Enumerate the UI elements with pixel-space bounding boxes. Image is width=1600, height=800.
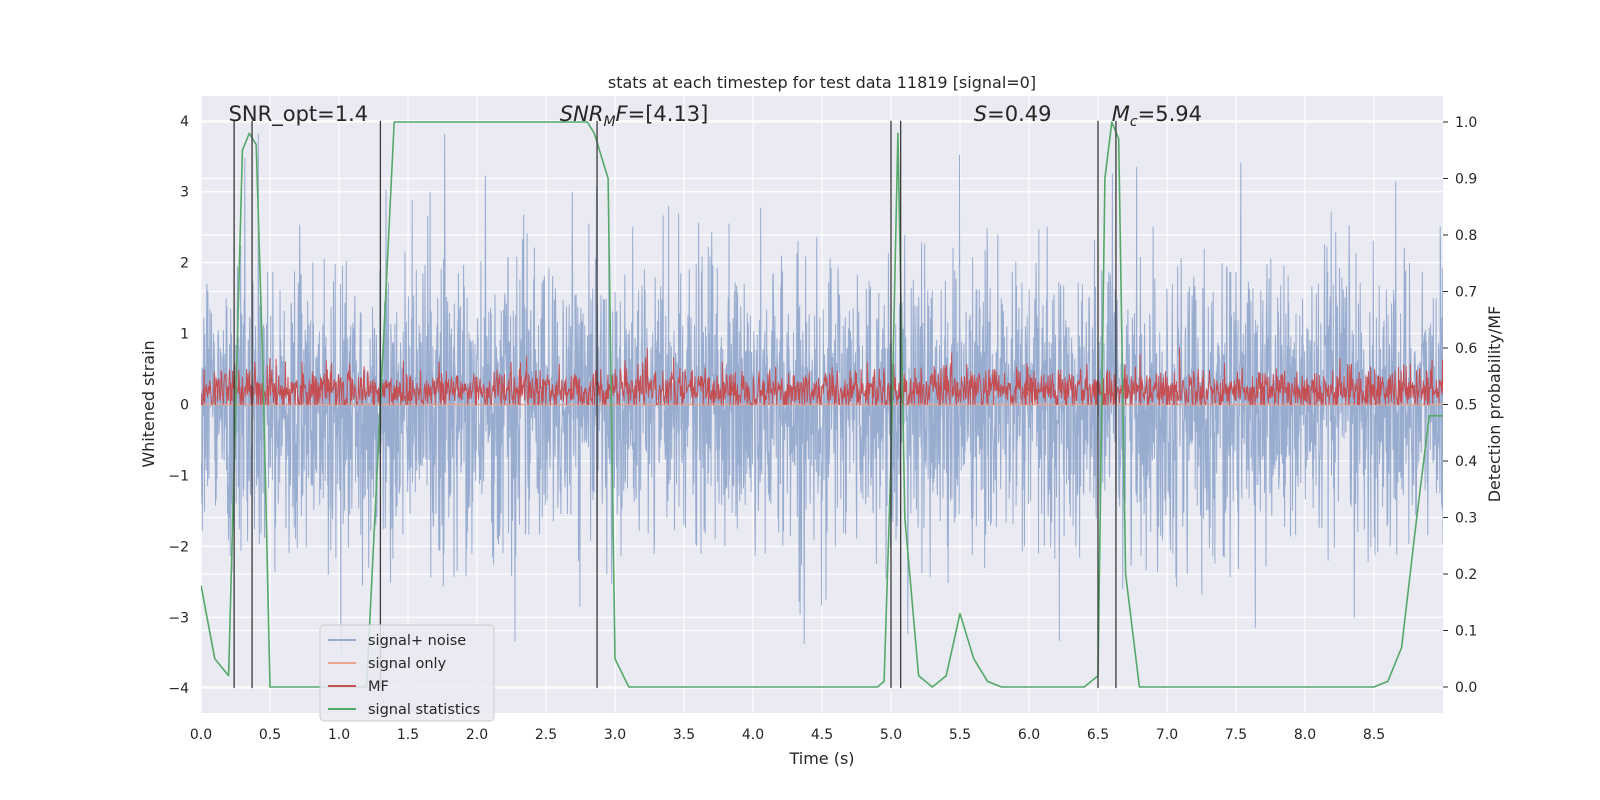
x-tick-label: 2.0 bbox=[466, 727, 488, 743]
x-tick-label: 6.0 bbox=[1018, 727, 1040, 743]
series-signal-noise bbox=[201, 133, 1443, 654]
y2-tick-label: 0.1 bbox=[1455, 624, 1477, 640]
y-tick-label: 4 bbox=[180, 114, 189, 130]
y-tick-label: 3 bbox=[180, 185, 189, 201]
x-tick-label: 1.0 bbox=[328, 727, 350, 743]
series-signal-statistics bbox=[201, 121, 1443, 688]
legend-entry: MF bbox=[368, 679, 389, 695]
chart-title: stats at each timestep for test data 118… bbox=[608, 73, 1036, 92]
x-tick-label: 0.5 bbox=[259, 727, 281, 743]
y-tick-label: −1 bbox=[168, 468, 189, 484]
y2-tick-label: 0.2 bbox=[1455, 567, 1477, 583]
legend: signal+ noise signal only MF signal statist… bbox=[319, 624, 495, 722]
annotation-3: S=0.49 bbox=[974, 102, 1052, 126]
y2-tick-label: 0.7 bbox=[1455, 284, 1477, 300]
y2-tick-label: 0.6 bbox=[1455, 341, 1477, 357]
annotation-4: Mc=5.94 bbox=[1112, 102, 1202, 130]
y-tick-label: −4 bbox=[168, 681, 189, 697]
legend-entry: signal statistics bbox=[368, 702, 480, 718]
series-layer bbox=[201, 121, 1443, 688]
vertical-markers bbox=[233, 120, 1117, 689]
x-tick-label: 8.5 bbox=[1363, 727, 1385, 743]
x-tick-label: 7.5 bbox=[1225, 727, 1247, 743]
x-tick-label: 5.0 bbox=[880, 727, 902, 743]
annotation-2: SNRMF=[4.13] bbox=[560, 102, 709, 130]
x-tick-label: 1.5 bbox=[397, 727, 419, 743]
x-tick-label: 4.0 bbox=[742, 727, 764, 743]
annotation-1: SNR_opt=1.4 bbox=[229, 102, 369, 127]
y2-tick-label: 0.0 bbox=[1455, 680, 1477, 696]
y-tick-label: 0 bbox=[180, 398, 189, 414]
annotations: SNR_opt=1.4 SNRMF=[4.13] S=0.49 Mc=5.94 bbox=[229, 102, 1202, 130]
x-tick-label: 4.5 bbox=[811, 727, 833, 743]
y2-tick-label: 0.8 bbox=[1455, 228, 1477, 244]
legend-entry: signal+ noise bbox=[368, 633, 466, 649]
y-tick-label: −3 bbox=[168, 610, 189, 626]
y2-tick-label: 0.9 bbox=[1455, 171, 1477, 187]
x-tick-label: 6.5 bbox=[1087, 727, 1109, 743]
x-tick-label: 3.0 bbox=[604, 727, 626, 743]
x-tick-label: 8.0 bbox=[1294, 727, 1316, 743]
x-tick-label: 3.5 bbox=[673, 727, 695, 743]
y2-tick-label: 0.5 bbox=[1455, 398, 1477, 414]
x-axis-title: Time (s) bbox=[788, 749, 854, 768]
y-tick-label: 1 bbox=[180, 327, 189, 343]
x-tick-label: 7.0 bbox=[1156, 727, 1178, 743]
legend-box bbox=[319, 624, 495, 722]
y2-axis-title: Detection probability/MF bbox=[1485, 306, 1504, 503]
y-axis-title: Whitened strain bbox=[139, 340, 158, 467]
x-tick-label: 0.0 bbox=[190, 727, 212, 743]
y2-tick-label: 0.4 bbox=[1455, 454, 1477, 470]
series-mf bbox=[201, 347, 1443, 405]
legend-entry: signal only bbox=[368, 656, 447, 672]
x-tick-label: 5.5 bbox=[949, 727, 971, 743]
y-tick-label: −2 bbox=[168, 539, 189, 555]
x-tick-label: 2.5 bbox=[535, 727, 557, 743]
axis-layer: 0.0 0.5 1.0 1.5 2.0 2.5 3.0 3.5 4.0 4.5 5.0 5.5 6.0 6… bbox=[168, 114, 1477, 743]
y2-tick-label: 0.3 bbox=[1455, 511, 1477, 527]
y2-tick-label: 1.0 bbox=[1455, 115, 1477, 131]
y-tick-label: 2 bbox=[180, 256, 189, 272]
